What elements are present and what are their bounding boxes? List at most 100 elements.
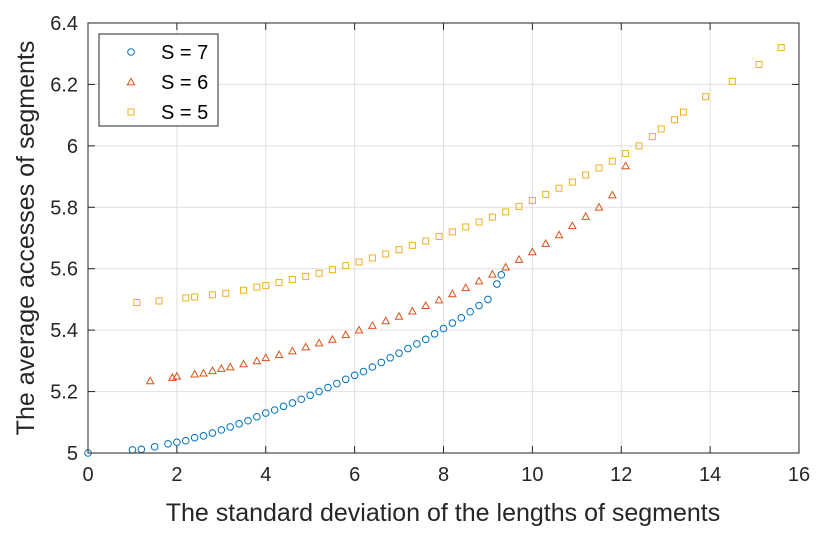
data-point <box>448 228 456 236</box>
data-point <box>253 283 261 291</box>
x-tick-label: 8 <box>438 464 449 486</box>
data-point <box>439 324 448 333</box>
legend: S = 7 S = 6 S = 5 <box>98 33 219 127</box>
data-point <box>462 223 470 231</box>
x-axis-title: The standard deviation of the lengths of… <box>166 499 721 527</box>
data-point <box>253 412 261 421</box>
data-point <box>527 247 537 256</box>
data-point <box>407 306 417 315</box>
y-tick-label: 5.2 <box>50 382 78 404</box>
data-point <box>568 178 576 186</box>
data-point <box>430 330 439 338</box>
data-point <box>315 387 323 396</box>
data-point <box>679 108 687 116</box>
x-tick-label: 6 <box>349 464 360 486</box>
data-point <box>217 426 226 434</box>
data-point <box>368 363 377 371</box>
data-point <box>422 237 430 245</box>
data-point <box>235 420 243 428</box>
data-point <box>327 334 337 343</box>
data-point <box>145 376 155 385</box>
data-point <box>333 379 341 388</box>
x-tick-label: 2 <box>171 464 182 486</box>
data-point <box>324 383 332 392</box>
data-point <box>190 433 199 442</box>
data-point <box>301 342 311 351</box>
y-tick-label: 6.2 <box>50 74 78 96</box>
data-point <box>240 286 248 294</box>
data-point <box>199 368 208 377</box>
data-point <box>671 116 679 124</box>
legend-label-s7: S = 7 <box>161 42 208 64</box>
data-point <box>314 338 324 347</box>
data-point <box>501 262 511 271</box>
series-s6 <box>145 161 631 385</box>
data-point <box>475 301 483 310</box>
data-point <box>581 211 591 220</box>
x-tick-label: 0 <box>82 464 93 486</box>
data-point <box>261 409 270 417</box>
data-point <box>133 299 141 306</box>
data-point <box>288 399 297 407</box>
data-point <box>225 362 235 371</box>
data-point <box>555 184 563 192</box>
axis-tick-labels: 0 2 4 6 8 10 12 14 16 5 5.2 5.4 5.6 5.8 6 6.2 6.4 <box>50 13 810 486</box>
data-point <box>181 436 190 445</box>
data-point <box>408 241 416 249</box>
data-point <box>395 349 403 357</box>
data-point <box>394 311 404 320</box>
axis-ticks <box>87 22 800 454</box>
data-point <box>493 280 501 288</box>
data-point <box>448 319 457 327</box>
legend-marker <box>126 77 136 86</box>
data-point <box>252 356 262 365</box>
data-point <box>777 44 785 52</box>
data-point <box>315 269 323 277</box>
y-tick-label: 5.6 <box>50 259 78 281</box>
data-point <box>173 438 181 447</box>
data-point <box>359 367 368 376</box>
data-point <box>594 202 604 211</box>
x-tick-label: 16 <box>788 464 810 486</box>
data-point <box>368 254 376 262</box>
data-point <box>582 171 590 179</box>
data-points <box>84 44 785 457</box>
data-point <box>222 289 230 297</box>
data-point <box>164 439 172 448</box>
data-point <box>435 232 443 240</box>
data-point <box>457 314 466 322</box>
data-point <box>216 363 226 372</box>
data-point <box>502 208 510 216</box>
x-tick-label: 4 <box>260 464 271 486</box>
y-axis-title: The average accesses of segments <box>12 41 40 436</box>
data-point <box>350 371 359 380</box>
data-point <box>421 300 431 309</box>
data-point <box>657 125 665 133</box>
data-point <box>306 391 314 400</box>
data-point <box>381 316 391 325</box>
data-point <box>497 271 506 279</box>
data-point <box>199 432 208 440</box>
data-point <box>191 293 199 301</box>
data-point <box>395 246 403 254</box>
data-point <box>554 230 564 239</box>
y-tick-label: 6 <box>67 136 78 158</box>
data-point <box>297 395 306 404</box>
data-point <box>226 423 234 431</box>
data-point <box>208 291 216 299</box>
data-point <box>182 294 190 302</box>
legend-marker <box>127 48 135 56</box>
data-point <box>288 275 296 283</box>
data-point <box>355 258 363 266</box>
data-point <box>648 133 656 141</box>
data-point <box>702 93 710 101</box>
data-point <box>382 250 390 258</box>
data-point <box>302 272 310 280</box>
data-point <box>386 353 394 362</box>
data-point <box>755 60 763 68</box>
data-point <box>279 402 288 411</box>
data-point <box>434 295 444 304</box>
data-point <box>421 335 430 344</box>
data-point <box>208 429 217 437</box>
x-tick-label: 10 <box>521 464 543 486</box>
